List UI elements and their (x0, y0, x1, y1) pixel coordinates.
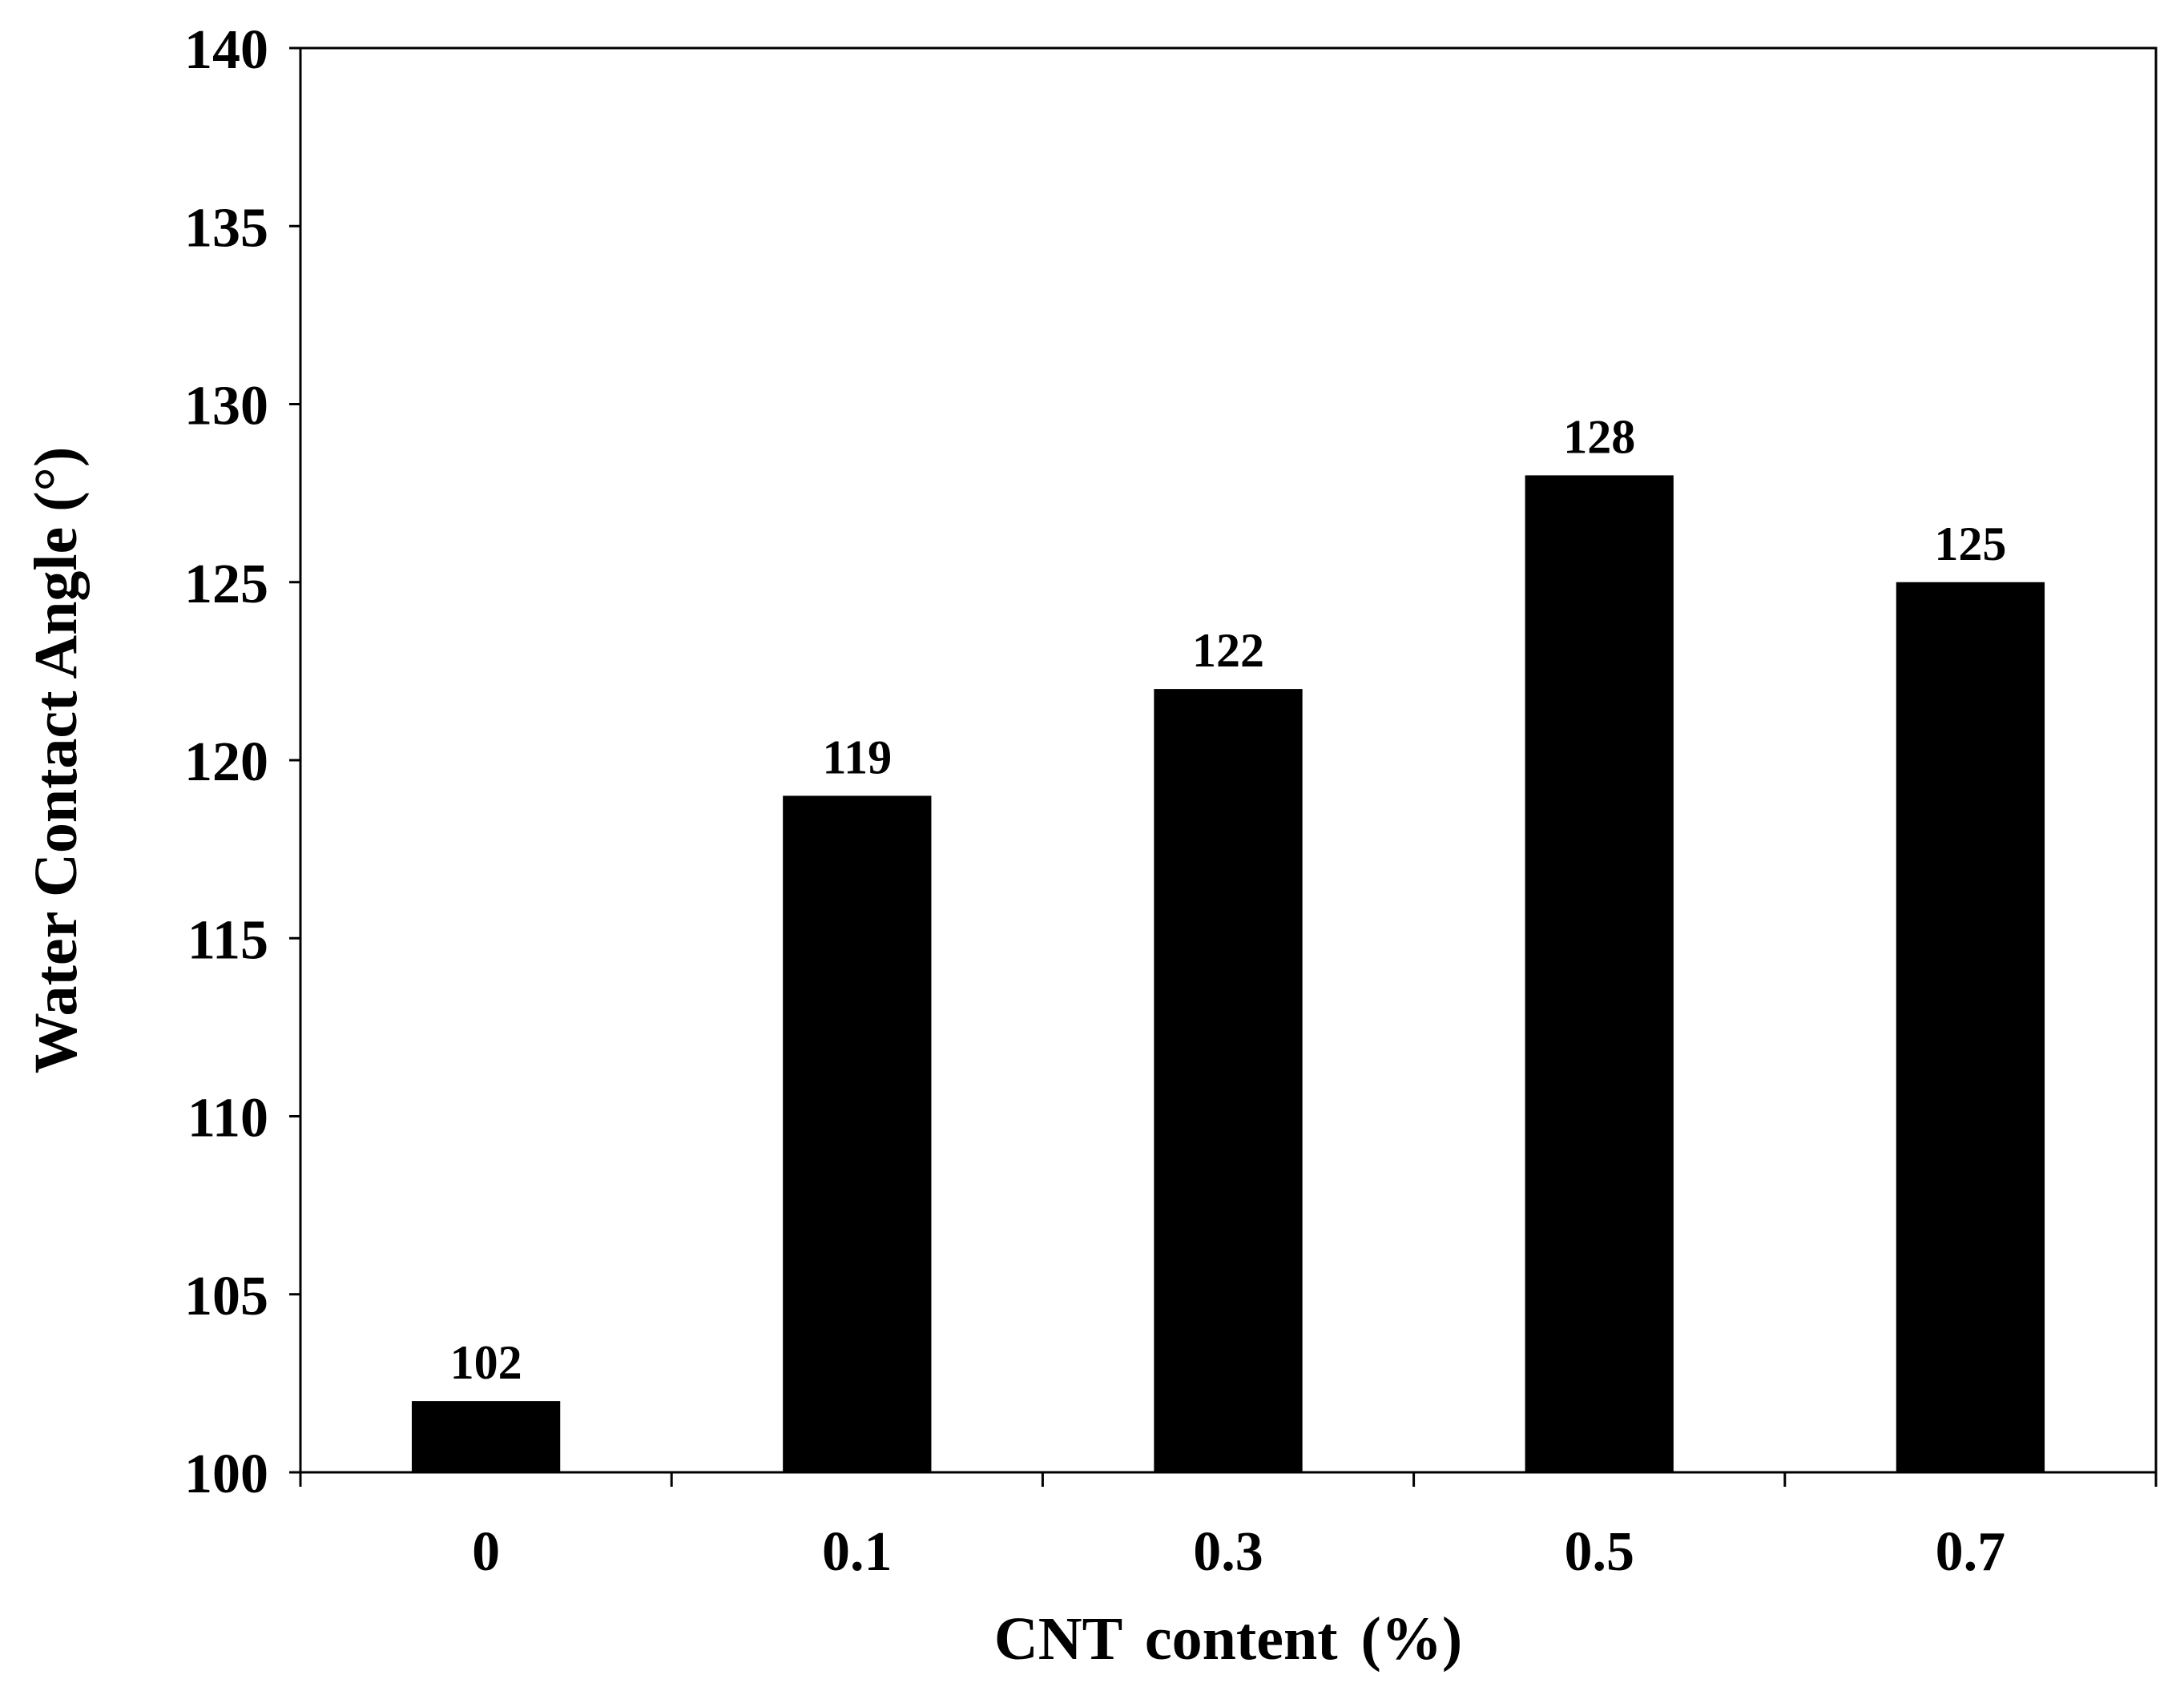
y-tick-label: 125 (184, 554, 268, 615)
y-tick-label: 130 (184, 376, 268, 437)
x-tick-label: 0 (472, 1521, 500, 1583)
x-tick-label: 0.3 (1193, 1521, 1263, 1583)
y-tick-label: 115 (187, 909, 268, 971)
x-tick-label: 0.1 (822, 1521, 893, 1583)
bar (411, 1401, 561, 1472)
data-label: 102 (450, 1336, 522, 1389)
data-label: 119 (822, 731, 892, 783)
bar (1525, 475, 1674, 1472)
y-tick-label: 100 (184, 1443, 268, 1505)
data-label: 125 (1934, 517, 2006, 570)
data-label: 128 (1563, 410, 1635, 463)
y-tick-label: 110 (187, 1088, 268, 1149)
data-labels: 102 119 122 128 125 (450, 410, 2007, 1389)
bar (783, 795, 932, 1472)
y-tick-label: 135 (184, 197, 268, 259)
y-axis: 100 105 110 115 120 125 130 135 140 (184, 19, 300, 1505)
x-axis: 0 0.1 0.3 0.5 0.7 (299, 1472, 2158, 1583)
bar-series (411, 475, 2045, 1472)
x-tick-label: 0.5 (1564, 1521, 1634, 1583)
data-label: 122 (1192, 624, 1264, 677)
y-tick-label: 140 (184, 19, 268, 81)
x-tick-label: 0.7 (1936, 1521, 2006, 1583)
y-tick-label: 105 (184, 1266, 268, 1327)
y-tick-label: 120 (184, 731, 268, 793)
bar (1154, 689, 1303, 1472)
x-axis-label: CNT content (%) (994, 1605, 1462, 1673)
y-axis-label: Water Contact Angle (°) (22, 447, 90, 1074)
bar (1896, 582, 2045, 1472)
